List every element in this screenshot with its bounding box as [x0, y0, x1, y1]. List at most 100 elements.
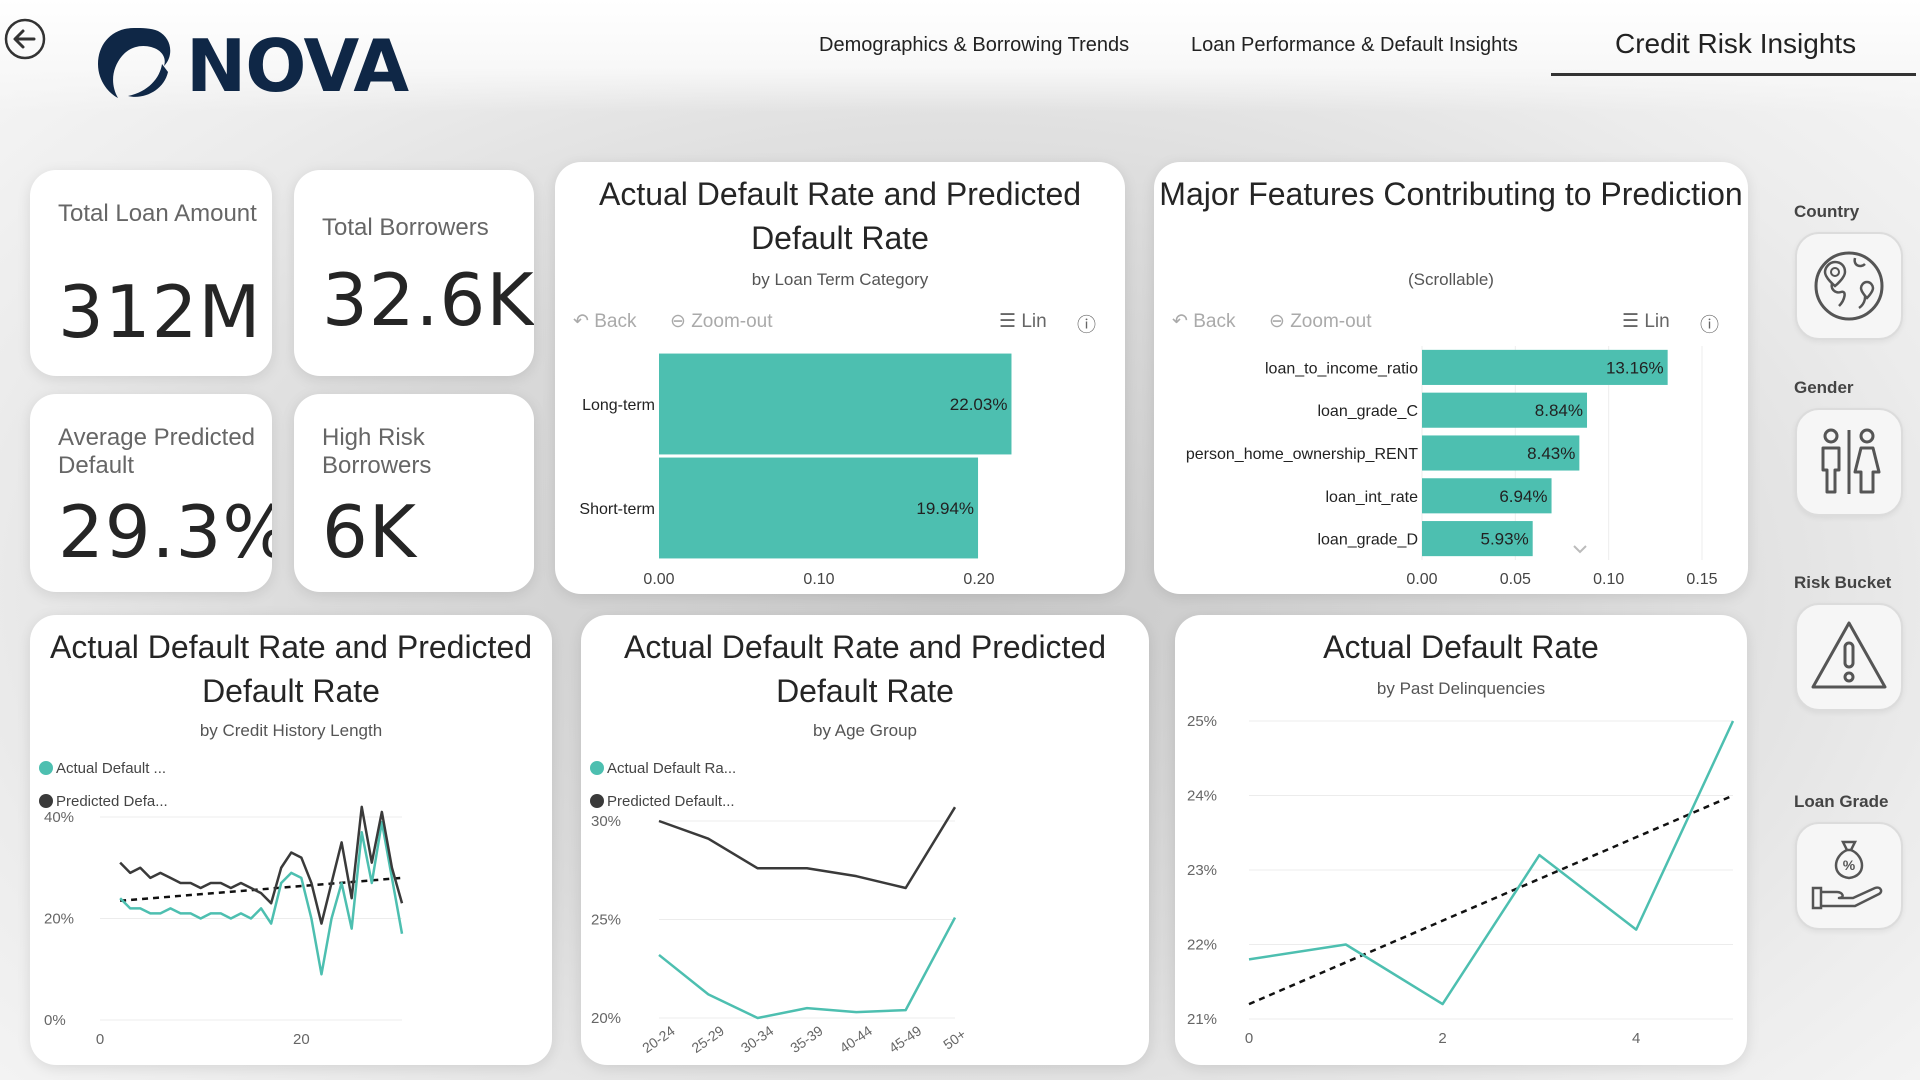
- x-tick-label: 0: [96, 1031, 104, 1048]
- back-control[interactable]: ↶ Back: [573, 311, 637, 332]
- back-arrow-button[interactable]: [2, 16, 48, 62]
- chart-card-delinquencies: Actual Default Rate by Past Delinquencie…: [1175, 615, 1747, 1065]
- list-icon: ☰: [1622, 311, 1640, 332]
- legend-marker: [39, 761, 53, 775]
- back-control[interactable]: ↶ Back: [1172, 311, 1236, 332]
- age-group-line-chart: 20% 25% 30% 20-24 25-29 30-34 35-39 40-44 45-49 5…: [590, 760, 969, 1056]
- gender-slicer-button[interactable]: [1795, 408, 1903, 516]
- chart-card-age-group: Actual Default Rate and Predicted Defaul…: [581, 615, 1149, 1065]
- series-line: [119, 820, 404, 976]
- credit-history-line-chart: 0% 20% 40% 0 20 Actual Default ... Predicted D…: [39, 760, 404, 1048]
- bar: [1422, 435, 1580, 471]
- series-line: [1248, 720, 1735, 1006]
- x-tick-label: 20: [293, 1031, 310, 1048]
- data-label: 19.94%: [916, 499, 974, 518]
- x-tick-label: 35-39: [787, 1022, 826, 1056]
- help-icon[interactable]: ⓘ: [1077, 315, 1097, 336]
- zoom-out-label: Zoom-out: [1290, 311, 1372, 332]
- nova-logo: NOVA: [92, 22, 409, 106]
- category-label: loan_to_income_ratio: [1265, 360, 1418, 377]
- legend-label: Predicted Defa...: [56, 793, 168, 810]
- slicer-label-country: Country: [1794, 202, 1860, 221]
- x-tick-label: 40-44: [837, 1022, 876, 1056]
- y-tick-label: 0%: [44, 1012, 66, 1029]
- y-tick-label: 21%: [1187, 1011, 1217, 1028]
- gender-icon: [1821, 428, 1881, 494]
- tab-loan-performance[interactable]: Loan Performance & Default Insights: [1191, 34, 1518, 56]
- help-icon[interactable]: ⓘ: [1700, 315, 1720, 336]
- kpi-value: 32.6K: [322, 258, 534, 342]
- country-slicer-button[interactable]: [1795, 232, 1903, 340]
- y-tick-label: 22%: [1187, 937, 1217, 954]
- delinquencies-line-chart: 21% 22% 23% 24% 25% 0 2 4: [1187, 713, 1735, 1047]
- chart-subtitle: by Credit History Length: [199, 721, 383, 740]
- chart-subtitle: by Loan Term Category: [751, 270, 929, 289]
- category-label: loan_int_rate: [1325, 489, 1418, 506]
- y-tick-label: 23%: [1187, 862, 1217, 879]
- slicer-label-loan-grade: Loan Grade: [1794, 792, 1889, 811]
- chart-title: Actual Default Rate and Predicted Defaul…: [623, 629, 1107, 709]
- y-tick-label: 30%: [591, 813, 621, 830]
- list-icon: ☰: [999, 311, 1017, 332]
- data-label: 8.84%: [1535, 401, 1583, 420]
- chart-title: Actual Default Rate and Predicted Defaul…: [49, 629, 533, 709]
- risk-bucket-slicer-button[interactable]: [1795, 603, 1903, 711]
- slicer-label-risk-bucket: Risk Bucket: [1794, 573, 1892, 592]
- logo-text: NOVA: [186, 24, 409, 108]
- scroll-chevron-icon: [1573, 545, 1587, 554]
- category-label: person_home_ownership_RENT: [1186, 446, 1418, 463]
- back-label: Back: [594, 311, 637, 332]
- loan-term-bar-chart: 0.00 0.10 0.20 Long-term 22.03% Short-term 19.…: [579, 353, 1012, 588]
- legend-label: Predicted Default...: [607, 793, 735, 810]
- y-tick-label: 25%: [591, 912, 621, 929]
- category-label: loan_grade_D: [1317, 532, 1418, 549]
- category-label: loan_grade_C: [1317, 403, 1418, 420]
- tab-credit-risk[interactable]: Credit Risk Insights: [1615, 28, 1857, 59]
- lin-label: Lin: [1644, 311, 1670, 332]
- y-tick-label: 20%: [591, 1010, 621, 1027]
- chart-card-features: Major Features Contributing to Predictio…: [1154, 162, 1748, 594]
- legend-label: Actual Default Ra...: [607, 760, 736, 777]
- globe-icon: [1814, 251, 1884, 321]
- kpi-card-total-borrowers: Total Borrowers 32.6K: [294, 170, 534, 376]
- zoom-out-control[interactable]: ⊖ Zoom-out: [1269, 310, 1372, 333]
- x-tick-label: 30-34: [738, 1022, 777, 1056]
- kpi-card-total-loan-amount: Total Loan Amount 312M: [30, 170, 272, 376]
- chart-subtitle: by Age Group: [813, 721, 917, 740]
- legend-marker: [39, 794, 53, 808]
- lin-control[interactable]: ☰ Lin: [1622, 310, 1670, 333]
- x-tick-label: 50+: [940, 1026, 969, 1053]
- y-tick-label: 25%: [1187, 713, 1217, 730]
- zoom-out-icon: ⊖: [670, 311, 686, 332]
- kpi-label: High Risk Borrowers: [322, 424, 432, 479]
- x-tick-label: 0.10: [803, 571, 834, 588]
- legend-marker: [590, 794, 604, 808]
- chart-title: Major Features Contributing to Predictio…: [1159, 176, 1743, 212]
- bar: [1422, 478, 1552, 514]
- zoom-out-label: Zoom-out: [691, 311, 773, 332]
- top-bar: [0, 0, 1920, 112]
- bar: [659, 353, 1012, 455]
- loan-grade-slicer-button[interactable]: %: [1795, 822, 1903, 930]
- data-label: 6.94%: [1499, 487, 1547, 506]
- x-tick-label: 0.00: [643, 571, 674, 588]
- back-label: Back: [1193, 311, 1236, 332]
- bar: [659, 457, 979, 559]
- x-tick-label: 20-24: [639, 1022, 678, 1056]
- bar: [1422, 521, 1533, 557]
- kpi-value: 29.3%: [58, 490, 272, 574]
- lin-control[interactable]: ☰ Lin: [999, 310, 1047, 333]
- series-line: [658, 916, 957, 1020]
- x-tick-label: 0.15: [1686, 571, 1717, 588]
- x-tick-label: 0.20: [963, 571, 994, 588]
- chart-card-loan-term: Actual Default Rate and Predicted Defaul…: [555, 162, 1125, 594]
- trend-line: [120, 876, 403, 902]
- features-bar-chart[interactable]: 0.00 0.05 0.10 0.15 loan_to_income_ratio 13.1…: [1154, 162, 1748, 594]
- chart-subtitle: (Scrollable): [1408, 270, 1494, 289]
- tab-demographics[interactable]: Demographics & Borrowing Trends: [819, 34, 1130, 56]
- lin-label: Lin: [1021, 311, 1047, 332]
- series-line: [119, 805, 404, 925]
- zoom-out-control[interactable]: ⊖ Zoom-out: [670, 310, 773, 333]
- svg-text:%: %: [1843, 857, 1856, 873]
- x-tick-label: 0.10: [1593, 571, 1624, 588]
